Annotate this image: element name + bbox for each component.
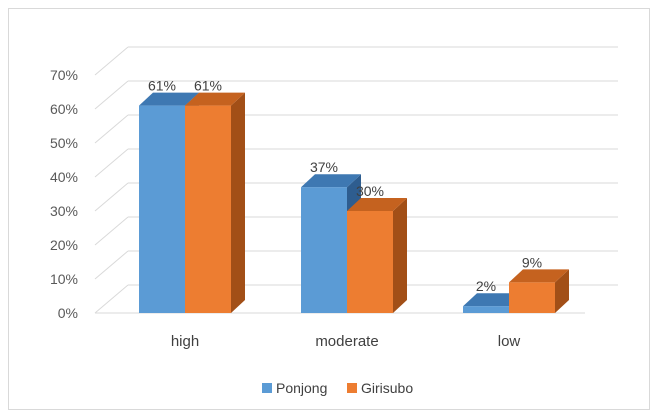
bar-top-ponjong-high bbox=[139, 92, 199, 106]
y-tick-label: 60% bbox=[50, 101, 78, 117]
bar-girisubo-moderate bbox=[347, 211, 393, 313]
y-tick-label: 20% bbox=[50, 237, 78, 253]
data-label-girisubo-low: 9% bbox=[522, 254, 542, 270]
gridline-diagonal bbox=[94, 80, 129, 110]
x-tick-label-high: high bbox=[171, 333, 199, 350]
legend-label-ponjong: Ponjong bbox=[276, 380, 327, 396]
gridline-diagonal bbox=[94, 114, 129, 144]
bar-ponjong-high bbox=[139, 105, 185, 313]
data-label-ponjong-low: 2% bbox=[476, 278, 496, 294]
y-tick-label: 40% bbox=[50, 169, 78, 185]
legend-label-girisubo: Girisubo bbox=[361, 380, 413, 396]
bar-ponjong-moderate bbox=[301, 187, 347, 313]
bar-ponjong-low bbox=[463, 306, 509, 313]
y-tick-label: 0% bbox=[58, 305, 78, 321]
y-tick-label: 70% bbox=[50, 67, 78, 83]
bar-side-girisubo-moderate bbox=[393, 198, 407, 313]
bar-top-girisubo-low bbox=[509, 269, 569, 283]
legend-swatch-girisubo bbox=[347, 383, 357, 393]
y-tick-label: 50% bbox=[50, 135, 78, 151]
gridline-diagonal bbox=[94, 148, 129, 178]
bar-girisubo-low bbox=[509, 282, 555, 313]
y-tick-label: 30% bbox=[50, 203, 78, 219]
bar-top-girisubo-high bbox=[185, 92, 245, 106]
bar-side-girisubo-low bbox=[555, 269, 569, 313]
gridline-diagonal bbox=[94, 284, 129, 314]
bar-top-ponjong-low bbox=[463, 293, 523, 307]
bar-girisubo-high bbox=[185, 105, 231, 313]
legend-swatch-ponjong bbox=[262, 383, 272, 393]
data-label-ponjong-high: 61% bbox=[148, 78, 176, 94]
gridline-diagonal bbox=[94, 216, 129, 246]
x-tick-label-moderate: moderate bbox=[315, 333, 378, 350]
bar-side-girisubo-high bbox=[231, 92, 245, 313]
data-label-girisubo-high: 61% bbox=[194, 78, 222, 94]
gridline-diagonal bbox=[94, 182, 129, 212]
y-tick-label: 10% bbox=[50, 271, 78, 287]
bar-top-ponjong-moderate bbox=[301, 174, 361, 188]
gridline-diagonal bbox=[94, 250, 129, 280]
x-tick-label-low: low bbox=[498, 333, 521, 350]
gridline-diagonal bbox=[94, 46, 129, 76]
data-label-girisubo-moderate: 30% bbox=[356, 183, 384, 199]
data-label-ponjong-moderate: 37% bbox=[310, 159, 338, 175]
bar-top-girisubo-moderate bbox=[347, 198, 407, 211]
